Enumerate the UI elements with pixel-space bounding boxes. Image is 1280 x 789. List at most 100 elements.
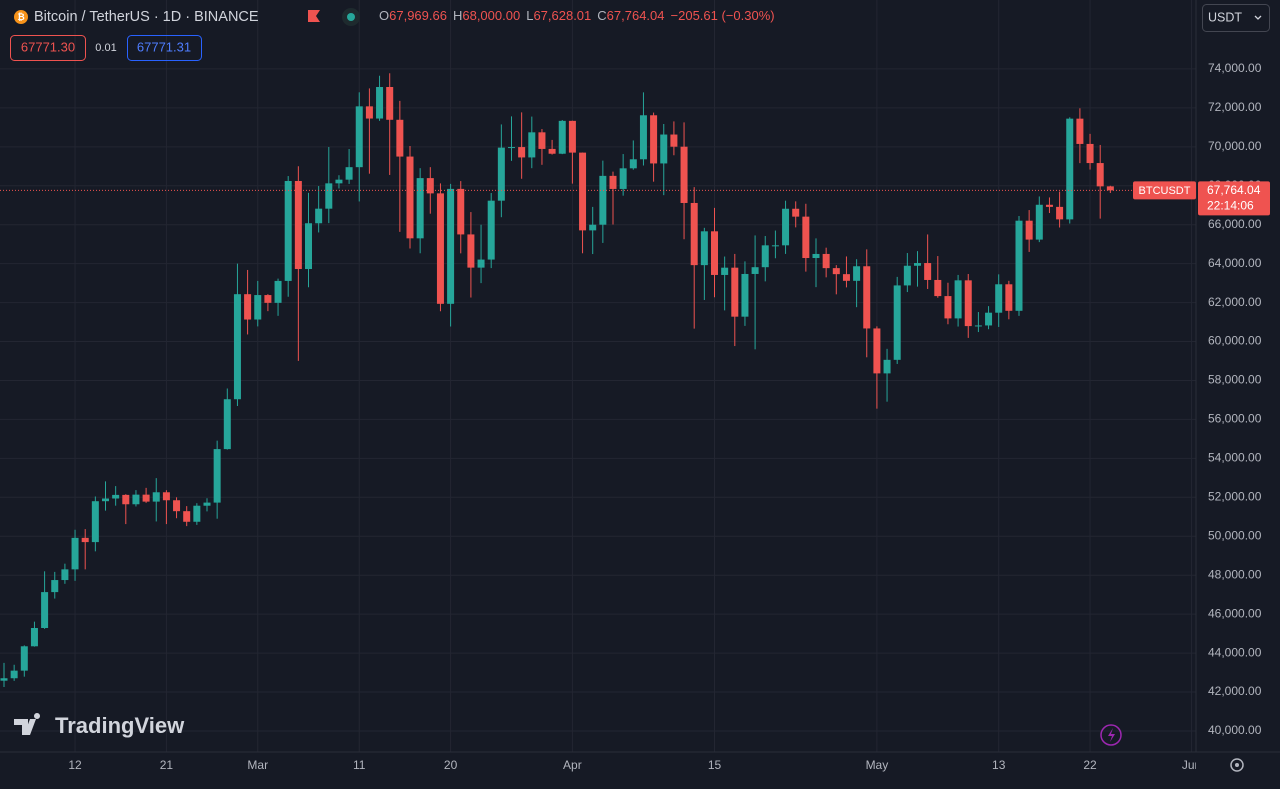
candle-body <box>447 188 455 304</box>
settings-center <box>1235 763 1239 767</box>
ohlc-value: 67,764.04 <box>607 8 665 23</box>
candle-body <box>721 267 729 275</box>
candle-body <box>944 296 952 319</box>
candle-body <box>741 273 749 317</box>
candle-body <box>1045 204 1053 207</box>
candle-body <box>914 263 921 266</box>
x-tick-label: Jun <box>1182 758 1201 772</box>
y-tick-label: 56,000.00 <box>1208 412 1262 426</box>
status-dot <box>347 13 355 21</box>
coin-icon <box>14 10 28 24</box>
candle-body <box>152 492 160 502</box>
candle-body <box>477 259 485 268</box>
x-tick-label: Mar <box>247 758 268 772</box>
candle-body <box>842 274 850 281</box>
candle-body <box>974 325 982 327</box>
y-tick-label: 74,000.00 <box>1208 61 1262 75</box>
candle-body <box>264 295 272 303</box>
candle-body <box>690 202 698 266</box>
candle-body <box>497 147 505 201</box>
candle-body <box>802 216 810 259</box>
candle-body <box>619 168 627 189</box>
sell-button[interactable] <box>10 35 86 61</box>
candle-body <box>873 328 881 374</box>
candle-body <box>193 505 201 522</box>
candle-body <box>711 231 718 275</box>
candle-body <box>142 494 150 502</box>
candle-body <box>964 280 972 327</box>
candle-body <box>81 537 89 543</box>
candle-body <box>315 208 323 224</box>
x-tick-label: 21 <box>160 758 174 772</box>
candle-body <box>426 178 434 194</box>
candle-body <box>365 106 373 119</box>
x-tick-label: 15 <box>708 758 722 772</box>
flag-icon[interactable] <box>308 10 320 22</box>
candles <box>0 73 1114 688</box>
candle-body <box>761 245 769 268</box>
candle-body <box>1005 284 1013 311</box>
candle-body <box>558 120 566 154</box>
y-tick-label: 54,000.00 <box>1208 451 1262 465</box>
candle-body <box>183 511 191 522</box>
candle-body <box>893 285 901 360</box>
ohlc-value: 68,000.00 <box>462 8 520 23</box>
candle-body <box>639 115 647 160</box>
watermark: TradingView <box>55 713 185 738</box>
candle-body <box>132 494 140 505</box>
ohlc-key: L <box>526 8 533 23</box>
y-tick-label: 46,000.00 <box>1208 606 1262 620</box>
ohlc-legend: O67,969.66 H68,000.00 L67,628.01 C67,764.04… <box>379 8 775 23</box>
alert-bolt <box>1108 728 1115 742</box>
buy-button[interactable] <box>127 35 202 61</box>
candle-body <box>751 267 759 274</box>
candle-body <box>487 200 495 260</box>
candle-body <box>416 178 424 239</box>
candle-body <box>985 312 993 326</box>
y-tick-label: 48,000.00 <box>1208 567 1262 581</box>
candle-body <box>213 449 221 503</box>
candle-body <box>436 193 444 304</box>
candle-body <box>812 253 820 259</box>
candle-body <box>518 147 526 158</box>
candle-body <box>609 175 617 189</box>
candle-body <box>233 294 241 400</box>
candle-body <box>396 119 404 157</box>
y-tick-label: 72,000.00 <box>1208 100 1262 114</box>
candle-body <box>284 180 292 281</box>
alert-icon[interactable] <box>1100 724 1122 746</box>
candle-body <box>832 268 840 275</box>
y-tick-label: 40,000.00 <box>1208 723 1262 737</box>
y-tick-label: 62,000.00 <box>1208 295 1262 309</box>
candle-body <box>203 502 211 506</box>
candle-body <box>376 86 384 119</box>
x-tick-label: 12 <box>68 758 82 772</box>
candle-body <box>386 86 394 120</box>
candle-body <box>1025 220 1033 240</box>
x-tick-label: 22 <box>1083 758 1097 772</box>
candle-body <box>934 279 942 297</box>
spread: 0.01 <box>95 42 116 54</box>
candle-body <box>528 132 536 158</box>
x-tick-label: 13 <box>992 758 1006 772</box>
candle-body <box>568 120 576 153</box>
candle-body <box>589 224 597 231</box>
currency-dropdown[interactable] <box>1202 4 1270 32</box>
candle-body <box>650 115 658 164</box>
y-tick-label: 58,000.00 <box>1208 373 1262 387</box>
x-tick-label: 20 <box>444 758 458 772</box>
chart-title[interactable]: Bitcoin / TetherUS · 1D · BINANCE <box>34 9 259 25</box>
candle-body <box>10 670 18 679</box>
y-tick-label: 66,000.00 <box>1208 217 1262 231</box>
candle-body <box>599 175 607 225</box>
ohlc-value: 67,628.01 <box>533 8 591 23</box>
candle-body <box>670 134 678 147</box>
y-tick-label: 50,000.00 <box>1208 528 1262 542</box>
candle-body <box>1096 163 1104 187</box>
settings-icon[interactable] <box>1230 758 1244 772</box>
candle-body <box>1015 220 1023 311</box>
candle-body <box>853 266 861 281</box>
candle-body <box>345 167 353 180</box>
candle-body <box>162 492 170 501</box>
